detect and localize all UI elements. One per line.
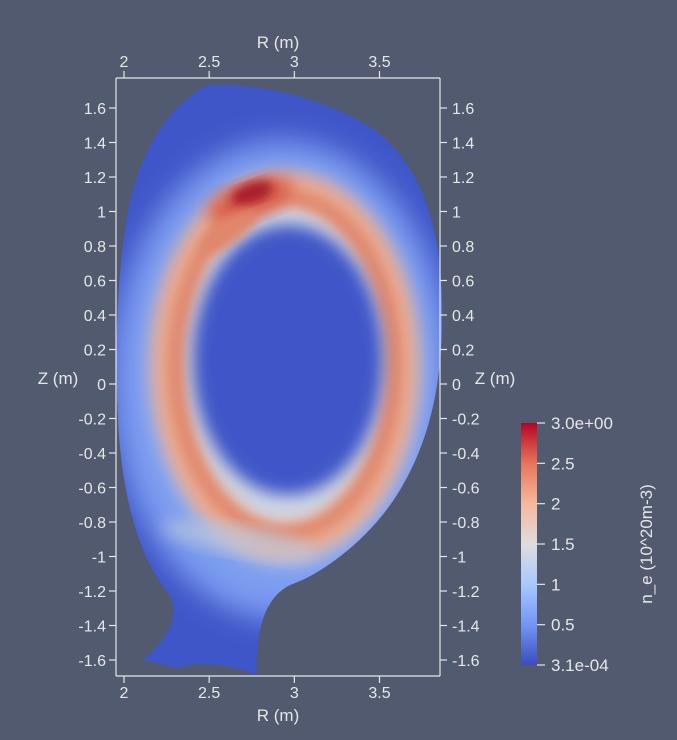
colorbar-labels: 3.0e+00 2.5 2 1.5 1 0.5 3.1e-04 [551,414,613,675]
colorbar-title: n_e (10^20m-3) [637,484,656,603]
y-tick-label-right: -0.2 [452,412,480,429]
y-tick-label-left: 0.8 [84,239,106,256]
y-tick-label-right: 0.6 [452,274,474,291]
x-tick-label-top: 3 [290,54,299,71]
x-tick-label-bottom: 2.5 [198,685,220,702]
y-tick-label-left: 1 [97,205,106,222]
y-tick-label-right: 0.2 [452,343,474,360]
y-tick-label-right: -1.6 [452,653,480,670]
y-tick-label-left: -0.2 [78,412,106,429]
y-tick-label-right: 0.8 [452,239,474,256]
colorbar [521,423,537,665]
x-axis-title-bottom: R (m) [257,706,299,725]
y-tick-label-left: -0.6 [78,481,106,498]
colorbar-tick-label: 2 [551,495,560,514]
x-tick-label-bottom: 3 [290,685,299,702]
colorbar-tick-label: 2.5 [551,454,575,473]
x-tick-label-top: 2 [120,54,129,71]
colorbar-ticks [537,422,545,666]
y-tick-label-right: -0.6 [452,481,480,498]
colorbar-tick-label: 1 [551,575,560,594]
y-tick-label-left: 0.4 [84,308,106,325]
y-tick-label-left: -0.8 [78,515,106,532]
y-tick-label-left: 1.4 [84,136,106,153]
colorbar-tick-label: 0.5 [551,616,575,635]
x-tick-label-top: 2.5 [198,54,220,71]
y-tick-label-right: -1.4 [452,619,480,636]
colorbar-tick-label: 3.0e+00 [551,414,613,433]
colorbar-tick-label: 3.1e-04 [551,656,609,675]
y-tick-label-left: 1.6 [84,101,106,118]
y-axis-title-left: Z (m) [38,369,79,388]
x-axis-title-top: R (m) [257,33,299,52]
y-tick-label-right: 1 [452,205,461,222]
y-tick-label-right: 1.2 [452,170,474,187]
density-field [116,84,443,675]
x-tick-label-bottom: 3.5 [368,685,390,702]
y-tick-label-left: -1 [92,550,106,567]
y-tick-label-right: -1 [452,550,466,567]
y-tick-label-right: 0 [452,377,461,394]
y-tick-label-right: -0.8 [452,515,480,532]
y-tick-label-left: 0.6 [84,274,106,291]
y-tick-label-right: 0.4 [452,308,474,325]
y-tick-label-left: 0 [97,377,106,394]
y-tick-label-left: -1.2 [78,584,106,601]
y-tick-label-right: -0.4 [452,446,480,463]
y-tick-label-left: -1.4 [78,619,106,636]
x-tick-label-top: 3.5 [368,54,390,71]
axis-ticks [109,71,447,683]
y-tick-label-left: -1.6 [78,653,106,670]
y-tick-label-left: -0.4 [78,446,106,463]
y-tick-label-left: 0.2 [84,343,106,360]
axes-frame [115,77,441,677]
y-axis-title-right: Z (m) [475,369,516,388]
y-tick-label-left: 1.2 [84,170,106,187]
y-tick-label-right: 1.6 [452,101,474,118]
axis-tick-labels: 2 2 2.5 2.5 3 3 3.5 3.5 1.6 1.6 1.4 1.4 1.2 1.2 1 1 0.8 0… [78,54,479,702]
colorbar-tick-label: 1.5 [551,535,575,554]
x-tick-label-bottom: 2 [120,685,129,702]
y-tick-label-right: -1.2 [452,584,480,601]
y-tick-label-right: 1.4 [452,136,474,153]
